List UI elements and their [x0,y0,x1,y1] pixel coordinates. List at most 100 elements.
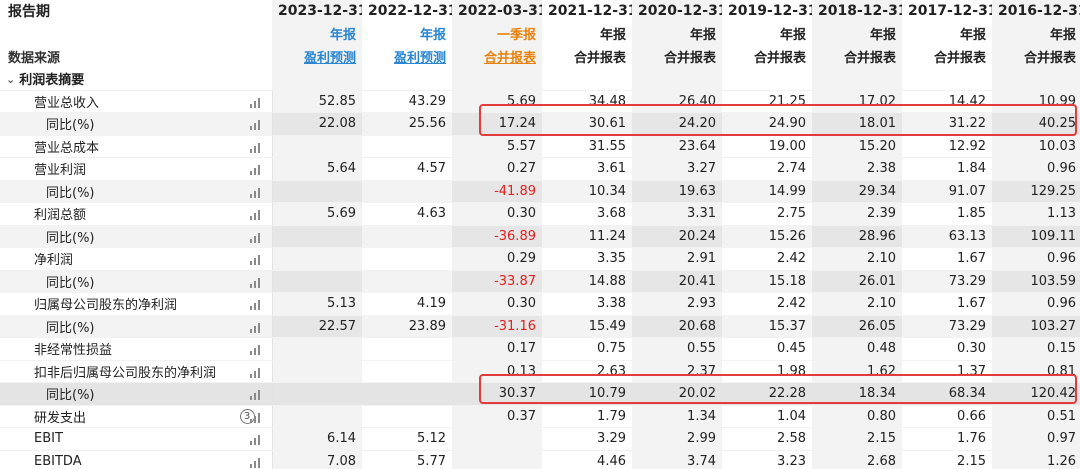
value-cell: 0.66 [902,405,992,428]
data-source-link[interactable]: 合并报表 [452,45,542,68]
bar-chart-icon[interactable] [249,119,264,130]
column-date[interactable]: 2018-12-31 [812,0,902,23]
table-row[interactable]: 营业利润 5.64 4.57 0.27 3.61 3.27 2.74 2.38 1.84 0.96 [0,157,1080,181]
table-row[interactable]: 扣非后归属母公司股东的净利润 0.13 2.63 2.37 1.98 1.62 1.37 0.… [0,360,1080,383]
value-cell: 3.31 [632,202,722,226]
value-cell: 1.13 [992,202,1080,226]
table-row[interactable]: 归属母公司股东的净利润 5.13 4.19 0.30 3.38 2.93 2.42 2.10 1… [0,292,1080,316]
bar-chart-icon[interactable] [249,187,264,198]
value-cell: 17.02 [812,90,902,113]
value-cell: 4.46 [542,450,632,469]
bar-chart-icon[interactable] [249,434,264,445]
value-cell: 19.00 [722,135,812,158]
value-cell: 12.92 [902,135,992,158]
row-label: 同比(%) [46,275,95,291]
value-cell: 43.29 [362,90,452,113]
source-label: 数据来源 [8,50,61,66]
table-row[interactable]: 同比(%) 22.08 25.56 17.24 30.61 24.20 24.90 18.01… [0,112,1080,136]
value-cell: 1.34 [632,405,722,428]
chevron-down-icon[interactable]: ⌄ [6,73,16,86]
value-cell: 7.08 [271,450,362,469]
column-date[interactable]: 2020-12-31 [632,0,722,23]
table-row[interactable]: 研发支出 3 0.37 1.79 1.34 1.04 0.80 0.66 0.51 [0,405,1080,428]
value-cell [362,382,452,406]
value-cell: 63.13 [902,225,992,248]
row-label: 同比(%) [46,320,95,336]
bar-chart-icon[interactable] [249,457,264,468]
table-row[interactable]: 同比(%) 30.37 10.79 20.02 22.28 18.34 68.34 120.4… [0,382,1080,406]
table-row[interactable]: 同比(%) -41.89 10.34 19.63 14.99 29.34 91.07 129.… [0,180,1080,203]
table-row[interactable]: 净利润 0.29 3.35 2.91 2.42 2.10 1.67 0.96 [0,247,1080,271]
value-cell: 5.64 [271,157,362,181]
period-label: 报告期 [8,4,50,21]
value-cell: 73.29 [902,270,992,293]
bar-chart-icon[interactable] [249,232,264,243]
column-date[interactable]: 2022-12-31 [368,3,452,20]
value-cell: 14.42 [902,90,992,113]
row-label: 营业总成本 [34,140,100,156]
table-row[interactable]: 同比(%) -33.87 14.88 20.41 15.18 26.01 73.29 103.… [0,270,1080,293]
bar-chart-icon[interactable] [249,412,264,423]
value-cell: 20.68 [632,315,722,338]
bar-chart-icon[interactable] [249,344,264,355]
bar-chart-icon[interactable] [249,97,264,108]
table-row[interactable]: 同比(%) -36.89 11.24 20.24 15.26 28.96 63.13 109.… [0,225,1080,248]
bar-chart-icon[interactable] [249,254,264,265]
value-cell: 1.67 [902,247,992,271]
bar-chart-icon[interactable] [249,322,264,333]
row-label-cell: 营业总成本 [0,135,272,158]
value-cell: 5.69 [271,202,362,226]
table-row[interactable]: 同比(%) 22.57 23.89 -31.16 15.49 20.68 15.37 26.0… [0,315,1080,338]
column-date[interactable]: 2016-12-31 [992,0,1080,23]
bar-chart-icon[interactable] [249,277,264,288]
column-date[interactable]: 2021-12-31 [548,3,632,20]
value-cell: 5.77 [362,450,452,469]
value-cell: 2.75 [722,202,812,226]
table-row[interactable]: 营业总收入 52.85 43.29 5.69 34.48 26.40 21.25 17.02 1… [0,90,1080,113]
table-row[interactable]: EBIT 6.14 5.12 3.29 2.99 2.58 2.15 1.76 0.97 [0,427,1080,451]
report-type: 年报 [272,22,362,45]
value-cell: 40.25 [992,112,1080,136]
value-cell: 2.39 [812,202,902,226]
value-cell: 52.85 [271,90,362,113]
data-source: 合并报表 [573,50,626,66]
bar-chart-icon[interactable] [249,209,264,220]
value-cell: 109.11 [992,225,1080,248]
bar-chart-icon[interactable] [249,389,264,400]
column-date[interactable]: 2023-12-31 [272,0,362,23]
value-cell: 0.75 [542,337,632,361]
section-header[interactable]: ⌄ 利润表摘要 [0,67,272,91]
value-cell: 26.01 [812,270,902,293]
value-cell: -31.16 [452,315,542,338]
value-cell: 0.48 [812,337,902,361]
column-date[interactable]: 2022-03-31 [452,0,542,23]
value-cell: 0.51 [992,405,1080,428]
row-label-cell: 同比(%) [0,112,272,136]
bar-chart-icon[interactable] [249,164,264,175]
row-label-cell: 营业总收入 [0,90,272,113]
value-cell [362,337,452,361]
data-source: 合并报表 [992,45,1080,68]
row-label: 利润总额 [34,208,87,224]
table-row[interactable]: EBITDA 7.08 5.77 4.46 3.74 3.23 2.68 2.15 1.26 [0,450,1080,469]
data-source-link[interactable]: 盈利预测 [393,50,446,66]
column-date[interactable]: 2019-12-31 [728,3,812,20]
value-cell: 129.25 [992,180,1080,203]
value-cell [271,337,362,361]
row-label: 归属母公司股东的净利润 [34,298,178,314]
bar-chart-icon[interactable] [249,142,264,153]
table-row[interactable]: 营业总成本 5.57 31.55 23.64 19.00 15.20 12.92 10.03 [0,135,1080,158]
value-cell: 2.15 [812,427,902,451]
table-row[interactable]: 利润总额 5.69 4.63 0.30 3.68 3.31 2.75 2.39 1.85 1.13 [0,202,1080,226]
bar-chart-icon[interactable] [249,367,264,378]
value-cell: 23.64 [632,135,722,158]
row-label: 营业利润 [34,163,87,179]
row-label-cell: 利润总额 [0,202,272,226]
section-row[interactable]: ⌄ 利润表摘要 [0,67,1080,91]
value-cell: 2.58 [722,427,812,451]
table-row[interactable]: 非经常性损益 0.17 0.75 0.55 0.45 0.48 0.30 0.15 [0,337,1080,361]
data-source-link[interactable]: 盈利预测 [272,45,362,68]
value-cell: 0.30 [452,292,542,316]
column-date[interactable]: 2017-12-31 [908,3,992,20]
bar-chart-icon[interactable] [249,299,264,310]
